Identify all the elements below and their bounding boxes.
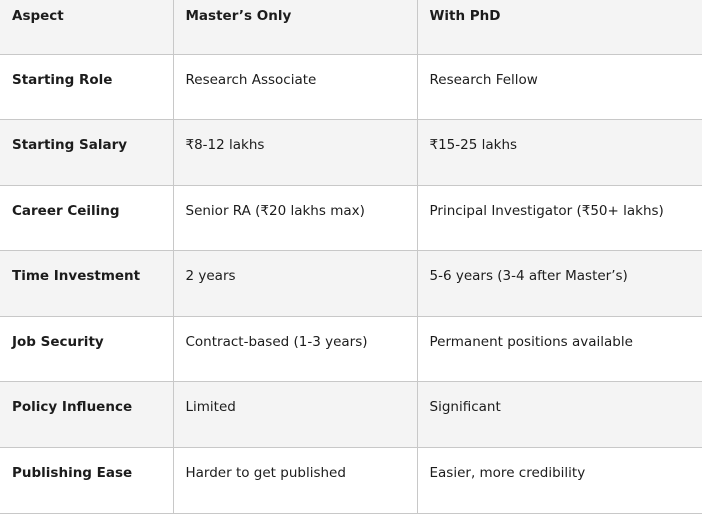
masters-cell: ₹8-12 lakhs	[172, 119, 418, 186]
table-row: Publishing Ease Harder to get published Ea…	[0, 447, 702, 514]
table-row: Starting Salary ₹8-12 lakhs ₹15-25 lakhs	[0, 119, 702, 186]
aspect-cell: Policy Influence	[0, 381, 174, 449]
phd-cell: Research Fellow	[416, 53, 702, 121]
masters-cell: Harder to get published	[172, 447, 418, 514]
masters-cell: 2 years	[172, 250, 418, 317]
phd-cell: ₹15-25 lakhs	[416, 119, 702, 186]
phd-cell: Permanent positions available	[416, 315, 702, 383]
aspect-cell: Starting Role	[0, 53, 174, 121]
phd-cell: Principal Investigator (₹50+ lakhs)	[416, 184, 702, 252]
table-row: Policy Influence Limited Significant	[0, 381, 702, 449]
phd-cell: Significant	[416, 381, 702, 449]
header-masters-only: Master’s Only	[172, 0, 418, 55]
phd-cell: Easier, more credibility	[416, 447, 702, 514]
aspect-cell: Time Investment	[0, 250, 174, 317]
header-row: Aspect Master’s Only With PhD	[0, 0, 702, 55]
masters-cell: Contract-based (1-3 years)	[172, 315, 418, 383]
table-row: Time Investment 2 years 5-6 years (3-4 aft…	[0, 250, 702, 317]
masters-cell: Research Associate	[172, 53, 418, 121]
phd-cell: 5-6 years (3-4 after Master’s)	[416, 250, 702, 317]
aspect-cell: Publishing Ease	[0, 447, 174, 514]
aspect-cell: Job Security	[0, 315, 174, 383]
table-row: Job Security Contract-based (1-3 years) Pe…	[0, 315, 702, 383]
table-row: Career Ceiling Senior RA (₹20 lakhs max) P…	[0, 184, 702, 252]
table-row: Starting Role Research Associate Research …	[0, 53, 702, 121]
header-aspect: Aspect	[0, 0, 174, 55]
aspect-cell: Career Ceiling	[0, 184, 174, 252]
masters-cell: Limited	[172, 381, 418, 449]
aspect-cell: Starting Salary	[0, 119, 174, 186]
header-with-phd: With PhD	[416, 0, 702, 55]
masters-cell: Senior RA (₹20 lakhs max)	[172, 184, 418, 252]
